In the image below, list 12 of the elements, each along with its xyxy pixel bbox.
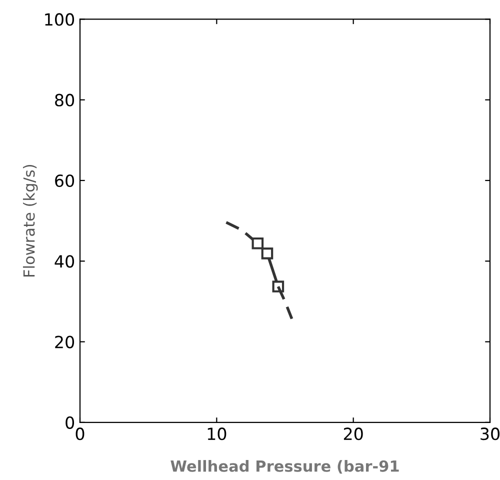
y-tick-label: 80 — [55, 94, 74, 106]
x-tick-label: 0 — [76, 428, 84, 440]
y-tick-label: 20 — [55, 336, 74, 348]
x-tick-label: 10 — [208, 428, 226, 440]
y-tick-label: 100 — [45, 13, 74, 26]
y-tick-label: 0 — [66, 416, 74, 429]
y-tick-label: 40 — [54, 255, 74, 268]
y-tick-label: 60 — [55, 174, 74, 188]
x-axis-title: Wellhead Pressure (bar-91 — [170, 460, 399, 474]
x-tick-label: 20 — [344, 428, 363, 440]
y-axis-title: Flowrate (kg/s) — [22, 164, 38, 276]
x-tick-label: 30 — [480, 428, 500, 440]
